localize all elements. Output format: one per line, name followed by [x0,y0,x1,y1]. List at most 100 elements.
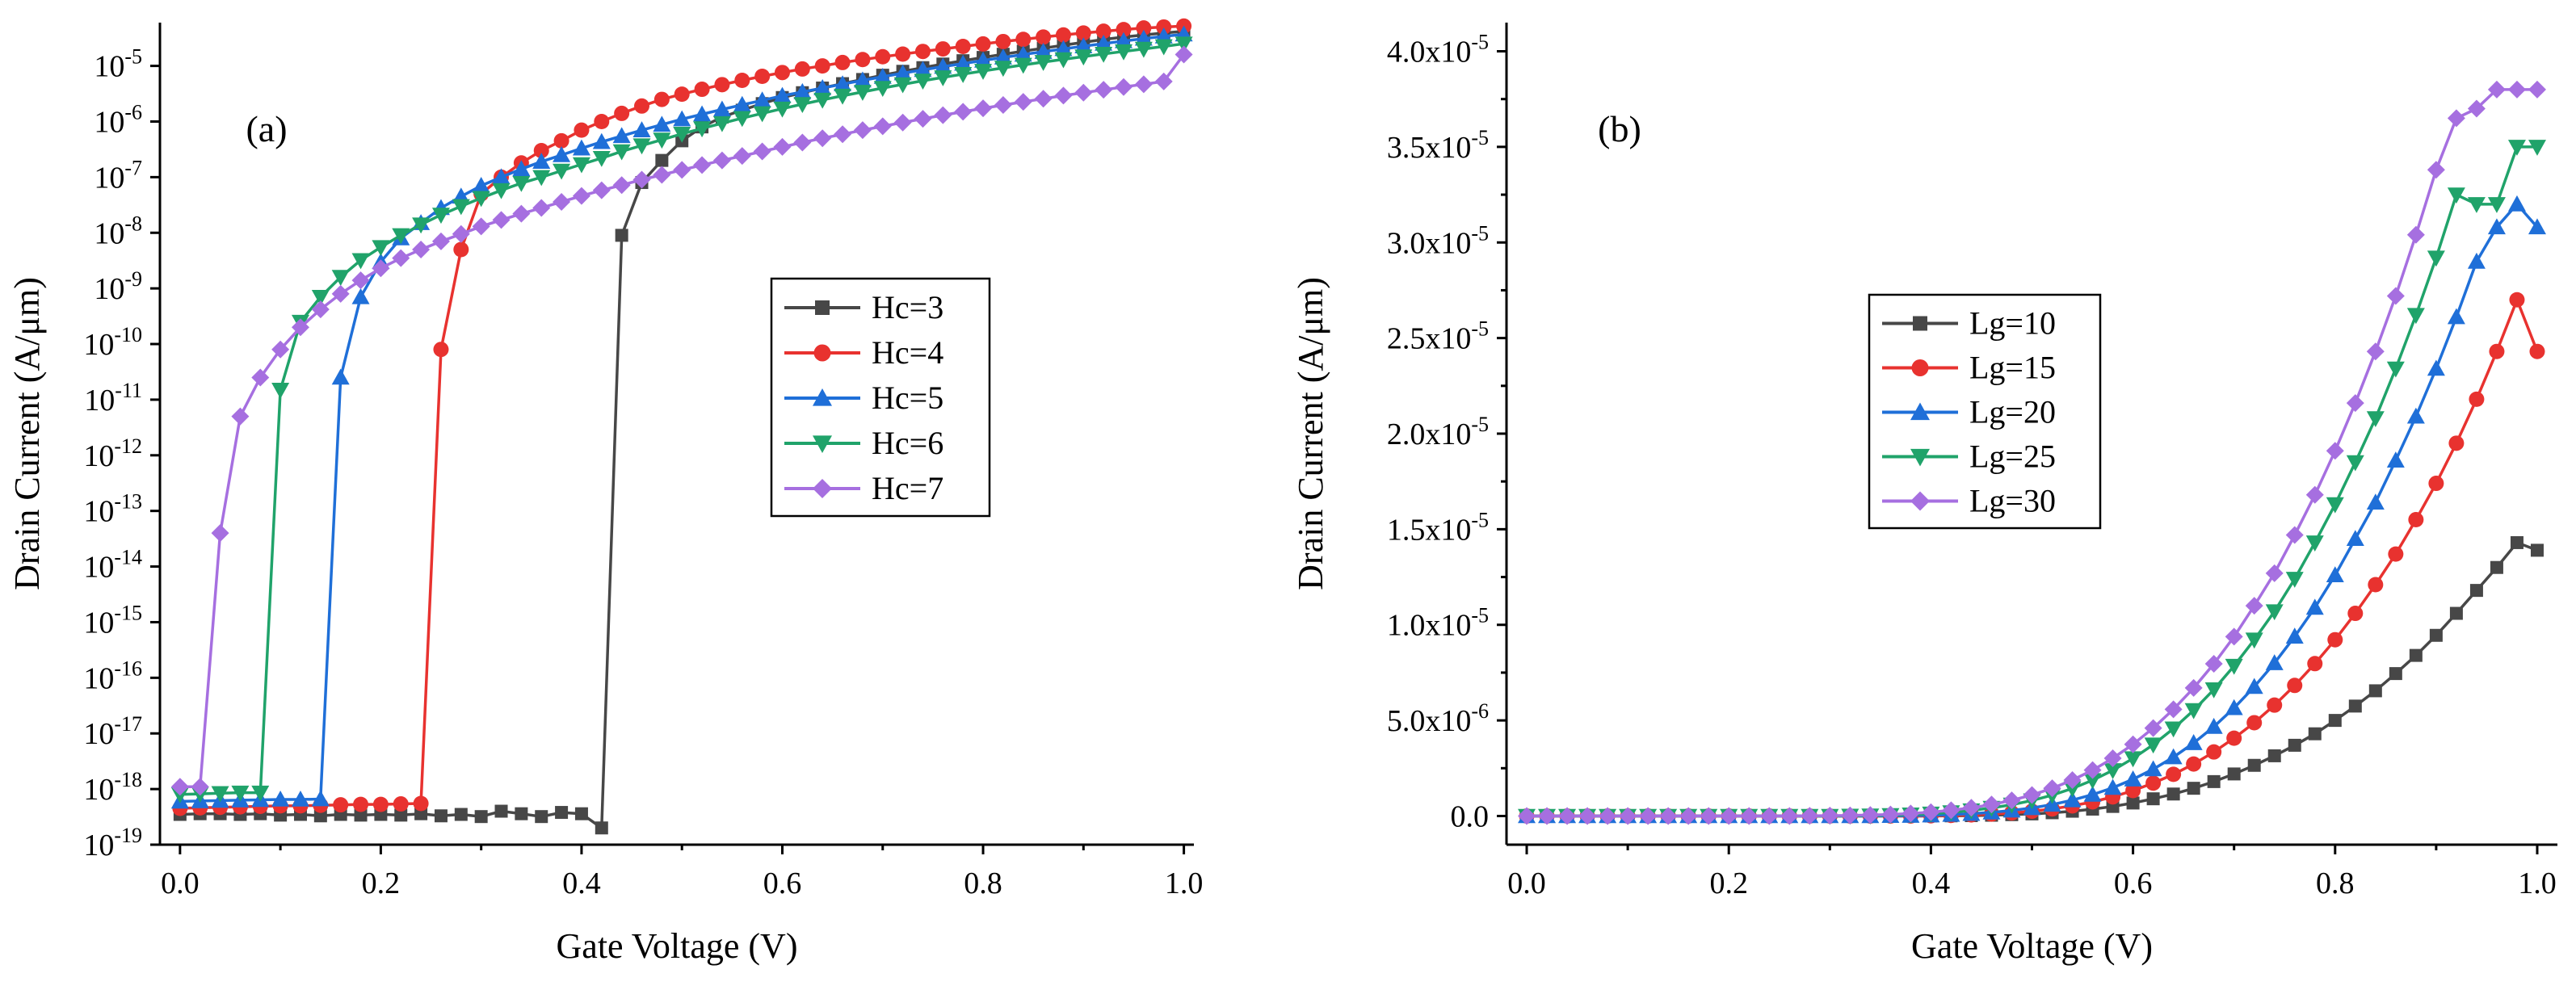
data-point [2467,99,2486,118]
data-point [291,318,309,337]
data-point [313,809,327,823]
data-point [393,796,409,812]
data-point [612,127,631,144]
data-point [653,115,671,132]
data-point [794,61,810,77]
data-point [1115,44,1133,61]
series-Hc=7 [170,45,1193,796]
data-point [2448,435,2465,451]
data-point [853,121,872,140]
data-point [2267,749,2281,762]
legend: Hc=3 Hc=4 Hc=5 Hc=6 Hc=7 [770,277,991,518]
data-point [2528,218,2546,235]
data-point [813,92,832,109]
data-point [2103,749,2122,767]
data-point [994,48,1012,65]
data-point [714,77,730,93]
data-point [1014,45,1032,62]
y-tick-label: 10-13 [83,490,142,529]
data-point [452,199,470,216]
data-point [271,340,290,359]
series-line [1527,540,2538,818]
data-point [2245,678,2263,694]
y-tick-label: 1.5x10-5 [1387,508,1489,547]
data-point [1982,795,2001,814]
legend-swatch-marker [813,344,831,362]
legend-swatch-marker [815,300,830,315]
data-point [533,143,549,159]
panel-label: (b) [1598,108,1641,149]
y-axis-label: Drain Current (A/μm) [7,277,47,590]
data-point [413,795,429,812]
x-tick-label: 0.0 [161,866,200,900]
data-point [673,161,691,179]
data-point [2164,721,2183,738]
data-point [2225,699,2243,715]
data-point [2427,161,2445,179]
data-point [211,786,229,803]
data-point [712,100,731,117]
data-point [2427,250,2445,267]
data-point [1578,807,1597,825]
data-point [2225,627,2243,646]
data-point [454,808,468,821]
y-tick-label: 10-15 [83,601,142,640]
y-tick-label: 10-18 [83,768,142,807]
data-point [2368,684,2382,698]
y-tick-label: 10-17 [83,712,142,751]
data-point [211,524,229,543]
chart-panel-1: 0.0 0.2 0.4 0.6 0.8 1.0 10-19 10-18 10-17 10-16 10… [7,18,1203,966]
data-point [2002,791,2021,810]
data-point [2308,727,2322,741]
data-point [472,191,490,208]
data-point [2469,584,2483,598]
data-point [2366,342,2385,361]
data-point [535,810,548,824]
data-point [753,91,771,108]
data-point [2285,526,2304,544]
data-point [474,810,488,824]
legend-label: Hc=7 [872,470,943,506]
data-point [2124,770,2142,787]
y-tick-label: 10-8 [94,212,142,250]
y-tick-label: 3.5x10-5 [1387,126,1489,165]
data-point [574,122,590,138]
data-point [774,65,790,81]
data-point [2428,476,2444,492]
y-tick-label: 2.5x10-5 [1387,317,1489,356]
data-point [2146,792,2160,806]
data-point [2366,411,2385,428]
data-point [813,79,832,95]
y-tick-label: 4.0x10-5 [1387,31,1489,69]
data-point [2347,606,2364,622]
data-point [170,778,189,796]
data-point [2285,627,2304,644]
legend-swatch-marker [813,479,832,498]
data-point [793,97,812,114]
data-point [1054,86,1073,105]
data-point [372,240,390,257]
data-point [2530,543,2544,557]
data-point [2063,770,2082,789]
data-point [595,821,608,835]
data-point [311,300,330,319]
data-point [2406,407,2425,424]
data-point [2529,343,2545,359]
data-point [975,36,991,52]
data-point [2144,719,2162,737]
data-point [515,807,528,820]
data-point [895,46,911,62]
data-point [893,77,912,94]
series-line [179,42,1184,796]
data-point [2267,697,2283,713]
data-point [553,163,571,180]
data-point [1760,807,1779,825]
series-Hc=3 [173,24,1191,835]
y-tick-label: 10-11 [84,379,142,417]
data-point [2467,197,2486,213]
data-point [2285,572,2304,588]
data-point [553,145,571,162]
data-point [331,284,350,303]
data-point [653,91,670,107]
data-point [2528,140,2546,156]
